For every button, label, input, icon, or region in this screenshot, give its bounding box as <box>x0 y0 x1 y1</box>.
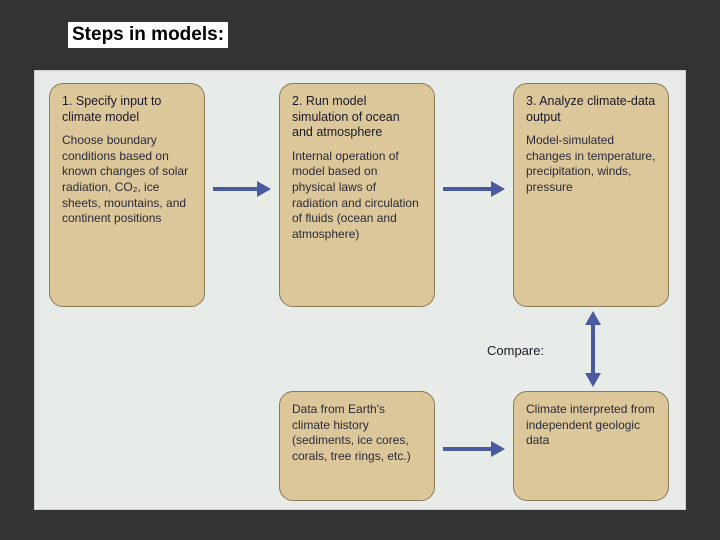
box-step1: 1. Specify input to climate model Choose… <box>49 83 205 307</box>
arrow-history-to-interpreted <box>443 439 505 459</box>
box-step3-body: Model-simulated changes in temperature, … <box>526 133 656 195</box>
box-interpreted-body: Climate interpreted from independent geo… <box>526 402 656 449</box>
box-step2: 2. Run model simulation of ocean and atm… <box>279 83 435 307</box>
box-step1-body: Choose boundary conditions based on know… <box>62 133 192 227</box>
box-step3-header: 3. Analyze climate-data output <box>526 94 656 125</box>
arrow-step1-to-step2 <box>213 179 271 199</box>
box-step2-header: 2. Run model simulation of ocean and atm… <box>292 94 422 141</box>
arrow-compare-double <box>583 311 603 387</box>
box-interpreted: Climate interpreted from independent geo… <box>513 391 669 501</box>
box-step3: 3. Analyze climate-data output Model-sim… <box>513 83 669 307</box>
arrow-step2-to-step3 <box>443 179 505 199</box>
box-step2-body: Internal operation of model based on phy… <box>292 149 422 243</box>
diagram-canvas: 1. Specify input to climate model Choose… <box>34 70 686 510</box>
page-title: Steps in models: <box>68 22 228 48</box>
box-data-history-body: Data from Earth's climate history (sedim… <box>292 402 422 464</box>
box-step1-header: 1. Specify input to climate model <box>62 94 192 125</box>
box-data-history: Data from Earth's climate history (sedim… <box>279 391 435 501</box>
compare-label: Compare: <box>487 343 544 358</box>
